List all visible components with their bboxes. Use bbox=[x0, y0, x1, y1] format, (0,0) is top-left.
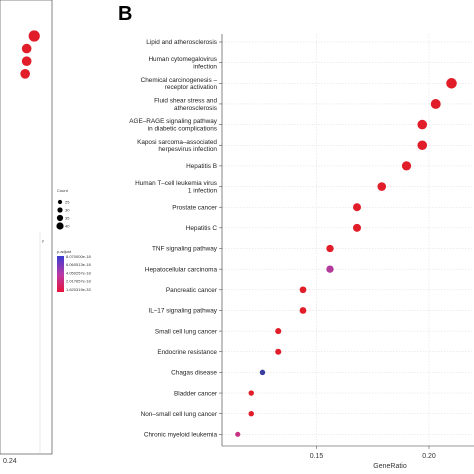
panel-a-data-point bbox=[21, 43, 32, 54]
data-point bbox=[326, 244, 334, 253]
count-legend-dot bbox=[56, 214, 64, 222]
data-point bbox=[275, 328, 282, 335]
panel-b-plot-area bbox=[222, 34, 474, 446]
panel-a-strip-text: p bbox=[42, 238, 45, 243]
category-label: Non–small cell lung cancer bbox=[141, 411, 218, 418]
panel-b-x-gridlines bbox=[316, 34, 430, 446]
category-label: AGE–RAGE signaling pathway in diabetic co… bbox=[129, 118, 218, 132]
data-point bbox=[275, 348, 282, 355]
x-tick-label: 0.20 bbox=[422, 453, 436, 460]
count-legend-title: Count bbox=[57, 188, 69, 193]
panel-a: 0.24 Count 25 30 35 40 p.adjust 8.070000e-1… bbox=[0, 0, 91, 465]
category-label: Hepatocellular carcinoma bbox=[145, 266, 218, 273]
data-point bbox=[259, 369, 266, 376]
panel-b-points bbox=[235, 78, 457, 437]
data-point bbox=[299, 307, 307, 314]
padj-legend-title: p.adjust bbox=[57, 249, 72, 254]
category-label: Chemical carcinogenesis – receptor activa… bbox=[141, 77, 218, 91]
padj-legend-label: 6.060513e-18 bbox=[66, 262, 91, 267]
category-label: Bladder cancer bbox=[174, 390, 218, 397]
category-label: IL–17 signaling pathway bbox=[148, 308, 217, 315]
panel-a-data-point bbox=[21, 56, 32, 66]
category-label: Pancreatic cancer bbox=[166, 287, 218, 294]
category-label: Fluid shear stress and atherosclerosis bbox=[154, 97, 217, 111]
category-label: Hepatitis B bbox=[186, 163, 217, 170]
panel-a-data-point bbox=[20, 69, 30, 79]
count-legend-label: 35 bbox=[65, 215, 70, 220]
data-point bbox=[235, 431, 241, 437]
padj-legend-label: 4.050257e-18 bbox=[66, 270, 91, 275]
panel-b-x-axis-title: GeneRatio bbox=[373, 463, 407, 470]
category-label: Small cell lung cancer bbox=[155, 328, 218, 335]
padj-legend-label: 1.620319e-33 bbox=[66, 287, 91, 292]
category-label: Human cytomegalovirus infection bbox=[148, 56, 217, 70]
panel-a-data-point bbox=[28, 30, 40, 42]
panel-a-points bbox=[20, 30, 40, 79]
panel-b-category-labels: Lipid and atherosclerosis Human cytomegal… bbox=[129, 39, 218, 438]
category-label: TNF signaling pathway bbox=[152, 246, 218, 253]
padj-legend-labels: 8.070000e-18 6.060513e-18 4.050257e-18 2.01… bbox=[66, 254, 91, 292]
category-label: Prostate cancer bbox=[172, 204, 218, 211]
count-legend-label: 30 bbox=[65, 207, 70, 212]
category-label: Chronic myeloid leukemia bbox=[144, 432, 218, 439]
data-point bbox=[353, 203, 361, 212]
count-legend-label: 25 bbox=[65, 199, 70, 204]
count-legend-dot bbox=[57, 199, 63, 205]
panel-b: B Lipid and atherosclerosis Human cytomeg… bbox=[118, 3, 474, 470]
padj-colorbar bbox=[57, 256, 64, 292]
data-point bbox=[353, 223, 361, 232]
panel-b-label: B bbox=[118, 3, 132, 25]
count-legend-dot bbox=[57, 207, 63, 213]
panel-a-x-tick-label: 0.24 bbox=[3, 458, 17, 465]
padj-legend-label: 2.017657e-18 bbox=[66, 279, 91, 284]
category-label: Chagas disease bbox=[171, 370, 217, 377]
category-label: Kaposi sarcoma–associated herpesvirus inf… bbox=[137, 139, 217, 153]
data-point bbox=[326, 265, 334, 273]
data-point bbox=[446, 78, 457, 89]
panel-b-x-ticks: 0.15 0.20 bbox=[310, 446, 436, 460]
x-tick-label: 0.15 bbox=[310, 453, 324, 460]
count-legend-items: 25 30 35 40 bbox=[56, 199, 70, 230]
panel-a-legend: Count 25 30 35 40 p.adjust 8.070000e-18 6.06… bbox=[39, 188, 91, 454]
data-point bbox=[401, 161, 412, 171]
data-point bbox=[377, 182, 387, 191]
category-label: Endocrine resistance bbox=[157, 349, 217, 356]
data-point bbox=[430, 98, 441, 109]
data-point bbox=[417, 119, 428, 130]
data-point bbox=[417, 140, 428, 151]
count-legend-dot bbox=[56, 222, 64, 230]
data-point bbox=[299, 286, 307, 294]
panel-a-plot-area bbox=[0, 0, 53, 455]
count-legend-label: 40 bbox=[65, 223, 70, 228]
category-label: Human T–cell leukemia virus 1 infection bbox=[135, 180, 217, 194]
data-point bbox=[248, 410, 254, 417]
padj-legend-label: 8.070000e-18 bbox=[66, 254, 91, 259]
category-label: Hepatitis C bbox=[186, 225, 218, 232]
data-point bbox=[248, 390, 254, 396]
category-label: Lipid and atherosclerosis bbox=[146, 39, 217, 46]
